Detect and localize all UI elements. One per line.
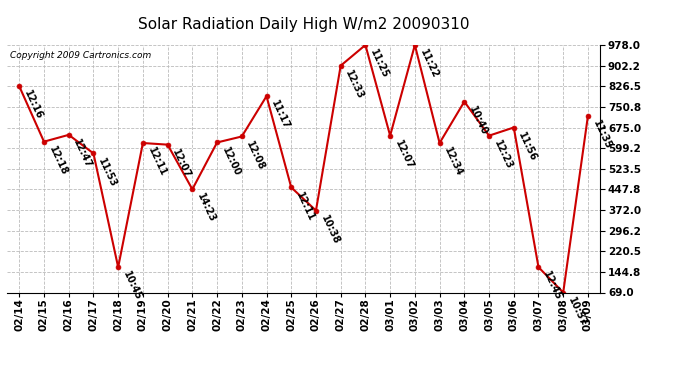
Text: 10:45: 10:45 xyxy=(121,270,143,302)
Text: Copyright 2009 Cartronics.com: Copyright 2009 Cartronics.com xyxy=(10,51,151,60)
Text: 10:38: 10:38 xyxy=(319,213,341,246)
Text: 11:17: 11:17 xyxy=(269,99,291,131)
Text: 11:53: 11:53 xyxy=(96,156,119,189)
Text: 11:35: 11:35 xyxy=(591,118,613,151)
Text: 12:33: 12:33 xyxy=(344,69,366,101)
Text: Solar Radiation Daily High W/m2 20090310: Solar Radiation Daily High W/m2 20090310 xyxy=(138,17,469,32)
Text: 12:45: 12:45 xyxy=(541,270,564,302)
Text: 12:07: 12:07 xyxy=(393,138,415,171)
Text: 12:23: 12:23 xyxy=(492,138,514,171)
Text: 12:08: 12:08 xyxy=(244,139,267,172)
Text: 11:56: 11:56 xyxy=(517,130,539,163)
Text: 11:25: 11:25 xyxy=(368,48,391,80)
Text: 12:34: 12:34 xyxy=(442,146,464,178)
Text: 12:00: 12:00 xyxy=(220,145,242,178)
Text: 11:22: 11:22 xyxy=(417,48,440,80)
Text: 12:47: 12:47 xyxy=(72,138,94,170)
Text: 12:11: 12:11 xyxy=(294,190,316,222)
Text: 12:11: 12:11 xyxy=(146,146,168,178)
Text: 10:57: 10:57 xyxy=(566,295,588,328)
Text: 12:07: 12:07 xyxy=(170,147,193,180)
Text: 12:18: 12:18 xyxy=(47,144,69,177)
Text: 10:40: 10:40 xyxy=(467,104,489,137)
Text: 12:16: 12:16 xyxy=(22,89,44,122)
Text: 14:23: 14:23 xyxy=(195,192,217,224)
